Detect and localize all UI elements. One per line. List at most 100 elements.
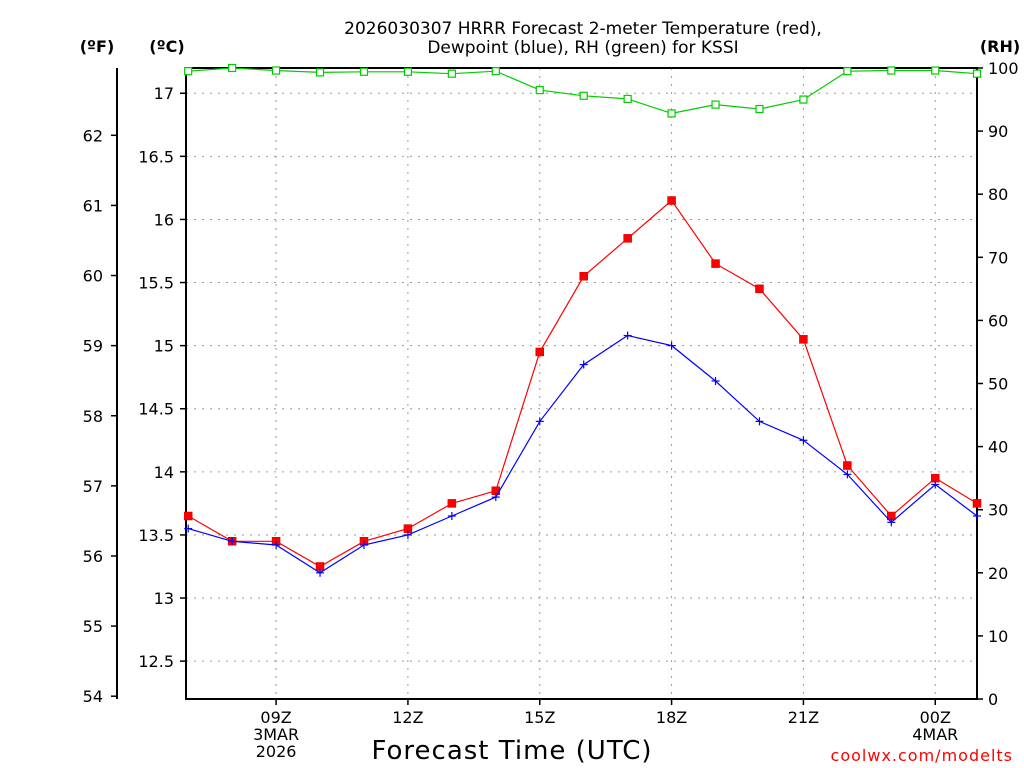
fahrenheit-tick-label: 58 [83, 407, 103, 426]
rh-point [491, 67, 500, 76]
celsius-tick-label: 17 [154, 84, 174, 103]
dewpoint-point [755, 417, 764, 426]
temperature-point [623, 234, 632, 243]
rh-tick-label: 70 [988, 248, 1008, 267]
temperature-point [447, 499, 457, 508]
rh-tick-label: 30 [988, 501, 1008, 520]
rh-tick-label: 80 [988, 185, 1008, 204]
temperature-point [667, 196, 676, 205]
dewpoint-point [799, 436, 808, 445]
celsius-tick-label: 14 [154, 463, 174, 482]
fahrenheit-tick-label: 56 [83, 547, 103, 566]
fahrenheit-tick-label: 61 [83, 196, 103, 215]
rh-point [579, 91, 588, 100]
chart-subtitle: Dewpoint (blue), RH (green) for KSSI [427, 38, 738, 58]
rh-point [359, 67, 369, 76]
rh-point [447, 69, 456, 78]
x-tick-label: 3MAR [253, 725, 299, 744]
rh-tick-label: 50 [988, 375, 1008, 394]
temperature-point [843, 461, 852, 470]
rh-tick-label: 0 [988, 690, 998, 709]
rh-point [535, 85, 544, 95]
axes [111, 67, 983, 705]
temperature-point [972, 499, 982, 508]
dewpoint-point [316, 568, 325, 577]
dewpoint-point [711, 376, 720, 385]
rh-point [623, 94, 632, 104]
credit-text: coolwx.com/modelts [831, 746, 1013, 765]
chart-title: 2026030307 HRRR Forecast 2-meter Tempera… [344, 19, 822, 39]
rh-point [972, 69, 982, 78]
dewpoint-point [973, 512, 981, 521]
celsius-tick-label: 15.5 [138, 274, 174, 293]
rh-point [843, 67, 852, 76]
x-tick-label: 2026 [256, 742, 297, 761]
rh-point [931, 66, 940, 75]
plot-frame [185, 67, 978, 700]
dewpoint-line [188, 334, 978, 574]
dewpoint-point [359, 541, 368, 550]
x-tick-label: 18Z [656, 708, 687, 727]
dewpoint-point [403, 530, 412, 539]
x-axis-label: Forecast Time (UTC) [371, 736, 652, 766]
x-tick-label: 15Z [524, 708, 555, 727]
rh-tick-label: 40 [988, 438, 1008, 457]
dewpoint-point [887, 518, 896, 527]
dewpoint-point [931, 480, 940, 489]
rh-point [667, 109, 676, 118]
fahrenheit-tick-label: 62 [83, 126, 103, 145]
fahrenheit-tick-label: 60 [83, 267, 103, 286]
dewpoint-point [491, 493, 500, 502]
rh-tick-label: 60 [988, 311, 1008, 330]
dewpoint-point [623, 331, 632, 340]
dewpoint-point [667, 341, 676, 350]
rh-point [315, 68, 325, 77]
rh-point [711, 100, 720, 109]
dewpoint-point [447, 512, 456, 521]
celsius-axis-unit: (ºC) [149, 37, 184, 56]
temperature-point [711, 259, 720, 268]
rh-tick-label: 90 [988, 122, 1008, 141]
celsius-tick-label: 16.5 [138, 147, 174, 166]
x-tick-label: 12Z [392, 708, 423, 727]
series-layer [183, 63, 982, 577]
rh-point [887, 66, 896, 75]
temperature-point [579, 271, 588, 281]
x-tick-label: 00Z [920, 708, 951, 727]
dewpoint-point [843, 470, 852, 479]
temperature-point [183, 511, 193, 521]
rh-point [403, 67, 413, 76]
celsius-tick-label: 14.5 [138, 400, 174, 419]
gridlines [186, 68, 977, 699]
x-tick-label: 21Z [788, 708, 819, 727]
celsius-tick-label: 13.5 [138, 526, 174, 545]
celsius-tick-label: 15 [154, 337, 174, 356]
celsius-tick-label: 16 [154, 210, 174, 229]
fahrenheit-tick-label: 57 [83, 477, 103, 496]
tick-labels: 54 55 56 57 58 59 60 61 62 12.5 13 13.5 14 14.5 15 15.5… [83, 59, 1019, 761]
rh-tick-label: 20 [988, 564, 1008, 583]
dewpoint-point [272, 541, 281, 550]
series-rh [184, 63, 982, 118]
fahrenheit-tick-label: 59 [83, 337, 103, 356]
rh-point [184, 67, 193, 76]
rh-tick-label: 10 [988, 627, 1008, 646]
dewpoint-point [535, 417, 544, 426]
rh-axis-unit: (RH) [980, 37, 1020, 56]
fahrenheit-tick-label: 54 [83, 687, 103, 706]
fahrenheit-tick-label: 55 [83, 617, 103, 636]
temperature-line [187, 199, 978, 568]
rh-point [271, 66, 281, 75]
rh-point [799, 95, 808, 104]
rh-line [188, 67, 978, 115]
rh-point [755, 104, 764, 114]
celsius-tick-label: 13 [154, 589, 174, 608]
series-dewpoint [184, 331, 981, 577]
x-tick-label: 09Z [260, 708, 291, 727]
dewpoint-point [579, 360, 588, 369]
celsius-tick-label: 12.5 [138, 652, 174, 671]
series-temperature [183, 196, 982, 571]
x-tick-label: 4MAR [912, 725, 958, 744]
rh-point [228, 63, 237, 73]
